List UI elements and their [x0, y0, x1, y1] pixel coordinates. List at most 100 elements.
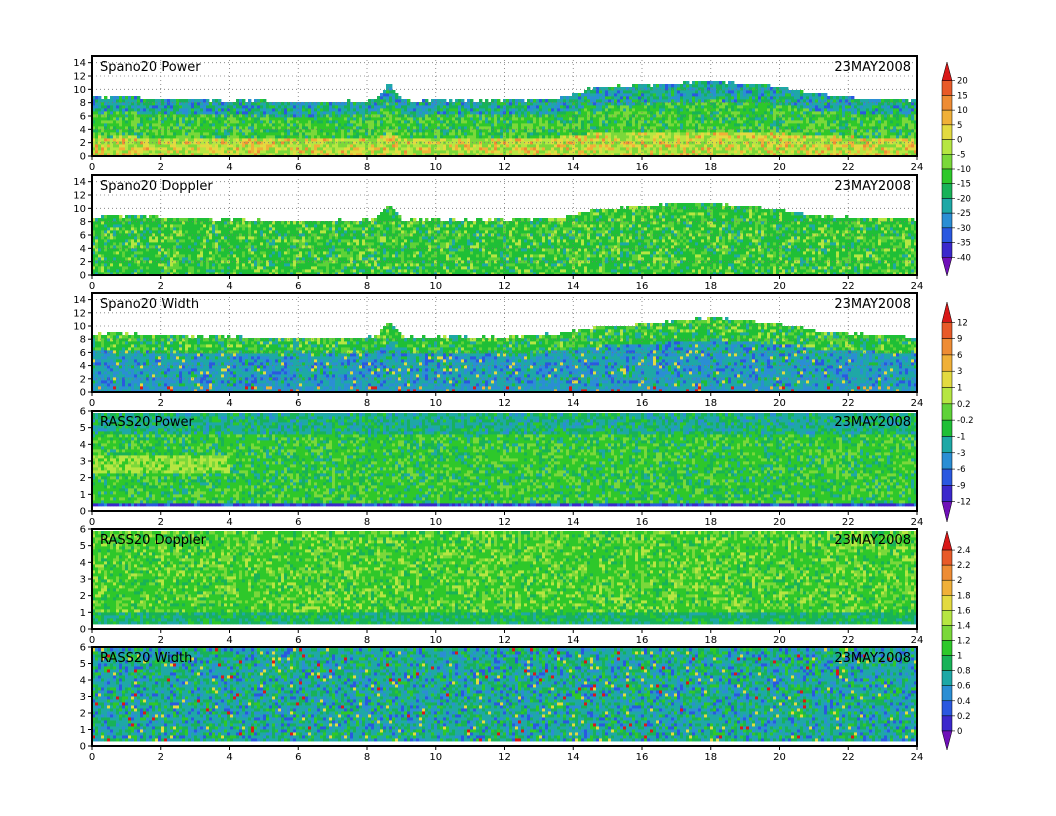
- heatmap-cell: [356, 126, 360, 130]
- heatmap-cell: [299, 147, 303, 151]
- heatmap-cell: [110, 138, 114, 142]
- heatmap-cell: [335, 102, 339, 106]
- heatmap-cell: [416, 102, 420, 106]
- heatmap-cell: [728, 114, 732, 118]
- heatmap-cell: [353, 150, 357, 154]
- heatmap-cell: [107, 150, 111, 154]
- heatmap-cell: [296, 138, 300, 142]
- heatmap-cell: [644, 99, 648, 103]
- heatmap-cell: [632, 108, 636, 112]
- heatmap-cell: [398, 111, 402, 115]
- heatmap-cell: [740, 129, 744, 133]
- heatmap-cell: [797, 141, 801, 145]
- heatmap-cell: [266, 150, 270, 154]
- heatmap-cell: [509, 135, 513, 139]
- heatmap-cell: [236, 150, 240, 154]
- heatmap-cell: [467, 99, 471, 103]
- heatmap-cell: [425, 123, 429, 127]
- heatmap-cell: [236, 102, 240, 106]
- heatmap-cell: [110, 144, 114, 148]
- heatmap-cell: [386, 84, 390, 88]
- heatmap-cell: [407, 135, 411, 139]
- heatmap-cell: [707, 93, 711, 97]
- heatmap-cell: [734, 96, 738, 100]
- heatmap-cell: [92, 99, 96, 103]
- heatmap-cell: [377, 102, 381, 106]
- heatmap-cell: [221, 129, 225, 133]
- heatmap-cell: [719, 96, 723, 100]
- heatmap-cell: [509, 138, 513, 142]
- heatmap-cell: [221, 102, 225, 106]
- heatmap-cell: [734, 87, 738, 91]
- heatmap-cell: [485, 141, 489, 145]
- heatmap-cell: [818, 150, 822, 154]
- heatmap-cell: [215, 117, 219, 121]
- heatmap-cell: [359, 129, 363, 133]
- heatmap-cell: [629, 99, 633, 103]
- heatmap-cell: [293, 141, 297, 145]
- heatmap-cell: [140, 144, 144, 148]
- heatmap-cell: [749, 108, 753, 112]
- heatmap-cell: [653, 96, 657, 100]
- heatmap-cell: [614, 135, 618, 139]
- heatmap-cell: [242, 144, 246, 148]
- heatmap-cell: [536, 150, 540, 154]
- heatmap-cell: [116, 102, 120, 106]
- heatmap-cell: [533, 135, 537, 139]
- heatmap-cell: [773, 147, 777, 151]
- heatmap-cell: [575, 138, 579, 142]
- heatmap-cell: [416, 141, 420, 145]
- heatmap-cell: [725, 141, 729, 145]
- heatmap-cell: [431, 123, 435, 127]
- heatmap-cell: [362, 144, 366, 148]
- heatmap-cell: [764, 93, 768, 97]
- heatmap-cell: [509, 117, 513, 121]
- heatmap-cell: [326, 102, 330, 106]
- heatmap-cell: [338, 138, 342, 142]
- heatmap-cell: [521, 147, 525, 151]
- heatmap-cell: [293, 129, 297, 133]
- heatmap-cell: [803, 126, 807, 130]
- heatmap-cell: [734, 126, 738, 130]
- heatmap-cell: [446, 141, 450, 145]
- heatmap-cell: [731, 99, 735, 103]
- heatmap-cell: [104, 138, 108, 142]
- heatmap-cell: [440, 147, 444, 151]
- heatmap-cell: [479, 123, 483, 127]
- heatmap-cell: [464, 144, 468, 148]
- heatmap-cell: [362, 102, 366, 106]
- heatmap-cell: [620, 132, 624, 136]
- heatmap-cell: [98, 129, 102, 133]
- heatmap-cell: [326, 144, 330, 148]
- heatmap-cell: [242, 114, 246, 118]
- heatmap-cell: [518, 99, 522, 103]
- heatmap-cell: [719, 120, 723, 124]
- heatmap-cell: [173, 126, 177, 130]
- heatmap-cell: [257, 150, 261, 154]
- heatmap-cell: [434, 117, 438, 121]
- heatmap-cell: [377, 105, 381, 109]
- heatmap-cell: [659, 147, 663, 151]
- heatmap-cell: [743, 99, 747, 103]
- heatmap-cell: [476, 129, 480, 133]
- heatmap-cell: [272, 126, 276, 130]
- heatmap-cell: [359, 144, 363, 148]
- heatmap-cell: [395, 129, 399, 133]
- heatmap-cell: [281, 141, 285, 145]
- heatmap-cell: [776, 144, 780, 148]
- heatmap-cell: [149, 138, 153, 142]
- heatmap-cell: [224, 114, 228, 118]
- heatmap-cell: [440, 117, 444, 121]
- heatmap-cell: [353, 126, 357, 130]
- heatmap-cell: [434, 126, 438, 130]
- heatmap-cell: [146, 108, 150, 112]
- heatmap-cell: [572, 111, 576, 115]
- heatmap-cell: [671, 96, 675, 100]
- heatmap-cell: [503, 120, 507, 124]
- heatmap-cell: [539, 129, 543, 133]
- heatmap-cell: [401, 135, 405, 139]
- heatmap-cell: [563, 132, 567, 136]
- heatmap-cell: [365, 102, 369, 106]
- heatmap-cell: [221, 144, 225, 148]
- heatmap-cell: [419, 126, 423, 130]
